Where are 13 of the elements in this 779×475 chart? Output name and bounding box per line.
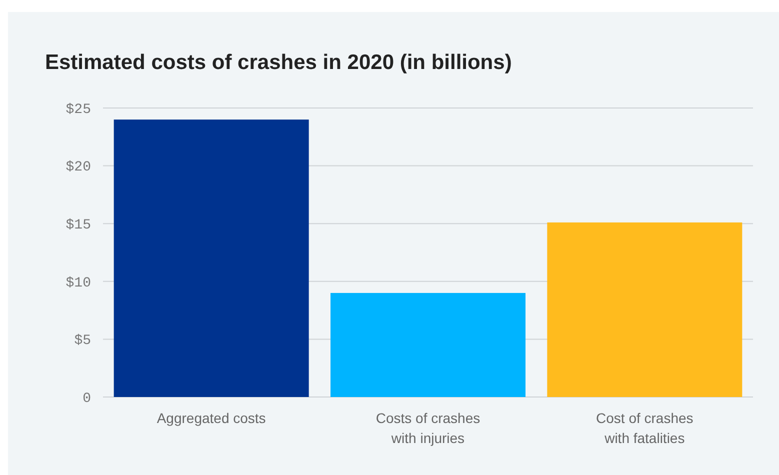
chart-title: Estimated costs of crashes in 2020 (in billions) bbox=[45, 51, 512, 74]
x-tick-label: Costs of crashes with injuries bbox=[376, 410, 480, 446]
y-tick-label: $20 bbox=[66, 160, 91, 176]
y-tick-label: 0 bbox=[82, 390, 91, 407]
y-tick-label: $15 bbox=[66, 218, 91, 234]
bar bbox=[114, 120, 309, 397]
bar bbox=[547, 222, 742, 397]
x-tick-label: Cost of crashes with fatalities bbox=[596, 410, 694, 446]
bar bbox=[330, 292, 526, 397]
y-tick-label: $25 bbox=[66, 102, 91, 118]
y-tick-label: $5 bbox=[74, 333, 91, 350]
x-tick-label: Aggregated costs bbox=[156, 410, 266, 426]
y-tick-label: $10 bbox=[66, 275, 91, 292]
